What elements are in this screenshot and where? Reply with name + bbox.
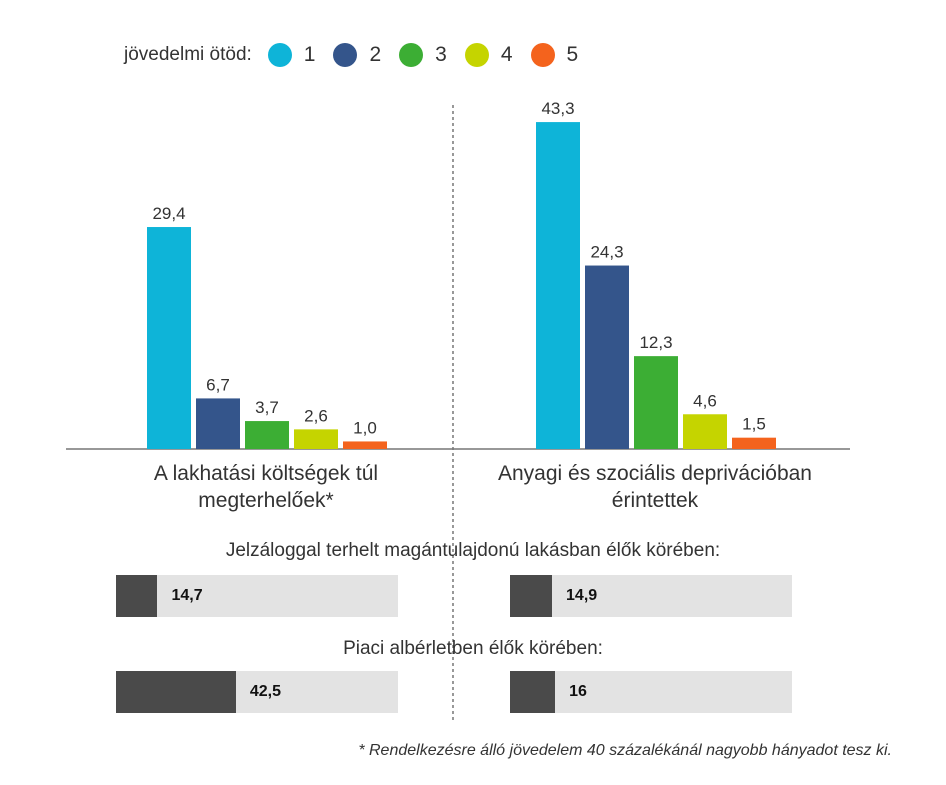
legend-swatch-5: [530, 43, 555, 67]
bar-quintile-1-group-1: [147, 227, 191, 449]
group-label-deprivation: Anyagi és szociális deprivációban érinte…: [475, 460, 835, 514]
legend-item-2: 2: [333, 43, 381, 67]
footnote: * Rendelkezésre álló jövedelem 40 százal…: [358, 742, 892, 759]
legend-item-1: 1: [267, 43, 316, 67]
hbar-fill: [116, 575, 158, 617]
bar-value-label: 4,6: [693, 391, 717, 410]
bar-quintile-2-group-2: [585, 265, 629, 449]
legend-label-1: 1: [303, 43, 316, 66]
hbar-value: 14,9: [566, 587, 598, 604]
rental-section-title: Piaci albérletben élők körében:: [343, 638, 603, 659]
legend-label-3: 3: [435, 43, 447, 66]
bar-value-label: 29,4: [152, 204, 185, 223]
legend-swatch-2: [333, 43, 358, 67]
mortgage-bar-housing-costs: 14,7: [116, 575, 398, 617]
group-label-line: Anyagi és szociális deprivációban: [497, 462, 812, 485]
hbar-fill: [116, 671, 236, 713]
bar-quintile-1-group-2: [536, 122, 580, 450]
bar-value-label: 1,5: [742, 415, 766, 434]
legend-label-2: 2: [369, 43, 382, 66]
rental-bar-deprivation: 16: [510, 671, 792, 713]
legend-title: jövedelmi ötöd:: [124, 44, 252, 65]
legend: jövedelmi ötöd: 1 2 3 4 5: [124, 40, 596, 70]
mortgage-bar-deprivation: 14,9: [510, 575, 792, 617]
bar-value-label: 6,7: [206, 375, 230, 394]
hbar-fill: [510, 575, 553, 617]
group-label-line: érintettek: [611, 489, 699, 512]
bar-value-label: 43,3: [541, 99, 574, 118]
group-label-line: megterhelőek*: [198, 489, 334, 512]
bar-quintile-3-group-1: [245, 421, 289, 449]
hbar-value: 42,5: [249, 683, 281, 700]
bar-quintile-5-group-2: [732, 437, 776, 449]
bar-value-label: 12,3: [639, 333, 672, 352]
bar-quintile-4-group-1: [294, 429, 338, 449]
group-label-line: A lakhatási költségek túl: [153, 462, 379, 485]
legend-swatch-4: [464, 43, 489, 67]
bar-value-label: 24,3: [590, 243, 623, 262]
bar-quintile-3-group-2: [634, 356, 678, 449]
group-label-housing-costs: A lakhatási költségek túl megterhelőek*: [86, 460, 446, 514]
bar-quintile-5-group-1: [343, 441, 387, 449]
hbar-fill: [510, 671, 556, 713]
legend-item-4: 4: [464, 43, 513, 67]
hbar-value: 16: [569, 683, 587, 700]
mortgage-section-title: Jelzáloggal terhelt magántulajdonú lakás…: [225, 540, 721, 561]
legend-swatch-1: [267, 43, 292, 67]
bar-value-label: 2,6: [304, 406, 328, 425]
legend-label-5: 5: [566, 43, 579, 66]
bars-group: 29,4 43,3 6,7 24,3 3,7 12,3 2,6 4,6 1,0 1,5: [147, 99, 776, 450]
rental-bar-housing-costs: 42,5: [116, 671, 398, 713]
bar-value-label: 3,7: [255, 398, 279, 417]
legend-item-3: 3: [399, 43, 447, 67]
hbar-value: 14,7: [171, 587, 203, 604]
legend-label-4: 4: [500, 43, 513, 66]
bar-quintile-2-group-1: [196, 398, 240, 449]
legend-swatch-3: [399, 43, 424, 67]
bar-quintile-4-group-2: [683, 414, 727, 449]
bar-value-label: 1,0: [353, 418, 377, 437]
legend-item-5: 5: [530, 43, 579, 67]
